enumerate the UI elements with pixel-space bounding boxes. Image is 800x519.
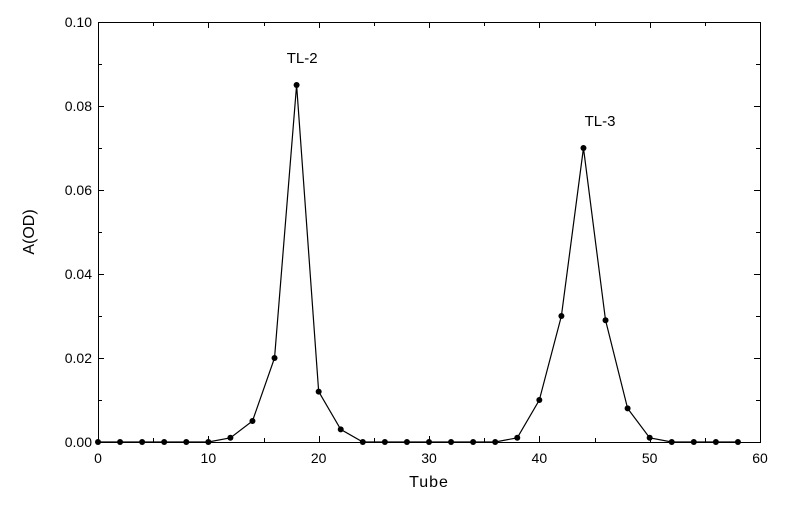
data-point [713, 439, 719, 445]
data-point [580, 145, 586, 151]
data-point [360, 439, 366, 445]
data-point [558, 313, 564, 319]
chart-plot [0, 0, 800, 519]
data-point [205, 439, 211, 445]
data-point [249, 418, 255, 424]
data-point [404, 439, 410, 445]
data-point [95, 439, 101, 445]
data-point [183, 439, 189, 445]
data-point [492, 439, 498, 445]
data-point [448, 439, 454, 445]
data-point [272, 355, 278, 361]
data-point [603, 317, 609, 323]
data-point [735, 439, 741, 445]
data-point [536, 397, 542, 403]
data-point [316, 389, 322, 395]
peak-annotation: TL-2 [287, 50, 318, 67]
data-point [338, 426, 344, 432]
data-point [426, 439, 432, 445]
data-point [625, 405, 631, 411]
data-point [647, 435, 653, 441]
data-point [117, 439, 123, 445]
data-point [669, 439, 675, 445]
series-line [98, 85, 738, 442]
data-point [514, 435, 520, 441]
data-point [161, 439, 167, 445]
data-point [691, 439, 697, 445]
data-point [294, 82, 300, 88]
data-point [139, 439, 145, 445]
data-point [382, 439, 388, 445]
data-point [470, 439, 476, 445]
elution-chart: 01020304050600.000.020.040.060.080.10Tub… [0, 0, 800, 519]
peak-annotation: TL-3 [585, 113, 616, 130]
data-point [227, 435, 233, 441]
